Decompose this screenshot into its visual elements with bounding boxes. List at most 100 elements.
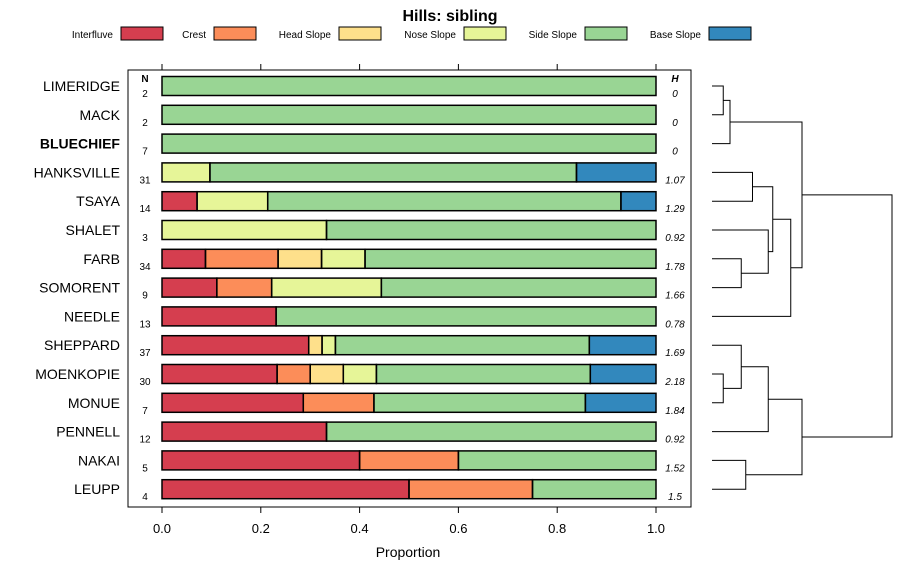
bar-segment-outline <box>325 421 657 442</box>
bar-row: SOMORENT 9 1.66 <box>39 277 685 302</box>
dendrogram <box>712 85 893 490</box>
bar-row: LEUPP 4 1.5 <box>74 478 682 503</box>
x-tick-label: 0.2 <box>252 521 270 536</box>
x-tick-label: 1.0 <box>647 521 665 536</box>
row-label: TSAYA <box>76 193 120 209</box>
row-n-value: 14 <box>139 204 151 215</box>
bar-segment-outline <box>575 162 657 183</box>
bar-row: NAKAI 5 1.52 <box>78 450 685 474</box>
bar-segment <box>310 364 344 384</box>
row-label: NEEDLE <box>64 308 120 324</box>
bar-row: PENNELL 12 0.92 <box>56 421 685 446</box>
x-axis-label: Proportion <box>376 544 441 560</box>
row-h-value: 1.5 <box>668 492 682 503</box>
bar-segment <box>590 364 656 384</box>
bar-segment <box>162 191 198 211</box>
bar-row: LIMERIDGE 2 0 <box>43 75 678 100</box>
bar-segment <box>359 450 459 470</box>
row-h-value: 0 <box>672 147 678 158</box>
chart-title: Hills: sibling <box>402 8 497 25</box>
bar-row: TSAYA 14 1.29 <box>76 190 685 215</box>
bar-segment-outline <box>325 219 657 241</box>
bar-segment <box>322 335 336 355</box>
legend-label: Head Slope <box>279 30 332 41</box>
dendrogram-branch <box>712 171 753 202</box>
row-h-value: 1.84 <box>665 406 685 417</box>
bar-segment <box>162 76 656 96</box>
row-n-value: 13 <box>139 319 151 330</box>
dendrogram-branch <box>802 194 893 438</box>
bar-segment <box>162 393 304 413</box>
bar-segment <box>162 479 409 499</box>
row-n-value: 3 <box>142 233 148 244</box>
dendrogram-branch <box>752 186 774 253</box>
row-h-value: 0 <box>672 118 678 129</box>
x-tick-label: 0.8 <box>548 521 566 536</box>
dendrogram-branch <box>712 344 742 389</box>
bar-segment <box>326 220 656 240</box>
bar-segment <box>162 422 327 442</box>
legend-label: Base Slope <box>650 30 702 41</box>
bar-segment <box>532 479 656 499</box>
bar-segment-outline <box>531 478 657 500</box>
bar-segment <box>162 364 278 384</box>
bar-row: SHEPPARD 37 1.69 <box>44 334 685 359</box>
bar-segment <box>335 335 590 355</box>
row-label: MONUE <box>68 395 120 411</box>
bar-row: NEEDLE 13 0.78 <box>64 306 685 330</box>
dendrogram-branch <box>712 373 724 404</box>
bar-segment <box>162 249 206 269</box>
h-header: H <box>671 74 679 85</box>
bar-segment <box>267 191 621 211</box>
row-label: SHEPPARD <box>44 337 120 353</box>
n-header: N <box>141 74 148 85</box>
dendrogram-branch <box>712 459 747 490</box>
dendrogram-branch <box>712 258 742 289</box>
bar-segment <box>365 249 656 269</box>
bar-segment <box>162 105 656 125</box>
legend-label: Crest <box>182 30 206 41</box>
bar-segment <box>278 249 322 269</box>
row-label: HANKSVILLE <box>34 164 120 180</box>
dendrogram-branch <box>745 398 803 476</box>
bar-row: FARB 34 1.78 <box>83 248 685 273</box>
bar-row: MOENKOPIE 30 2.18 <box>35 363 685 388</box>
bar-segment-outline <box>161 104 657 126</box>
bar-segment <box>162 335 309 355</box>
dendrogram-branch <box>712 85 724 116</box>
bar-segment-outline <box>457 450 657 471</box>
bar-segment-outline <box>161 75 657 97</box>
row-label: FARB <box>83 251 120 267</box>
bar-segment-outline <box>620 190 657 212</box>
row-label: SOMORENT <box>39 280 120 296</box>
row-h-value: 0.92 <box>665 435 685 446</box>
bar-segment <box>343 364 377 384</box>
bar-segment <box>308 335 323 355</box>
legend-swatch <box>584 26 628 41</box>
row-label: MOENKOPIE <box>35 366 120 382</box>
bar-segment <box>276 306 656 326</box>
row-h-value: 1.78 <box>665 262 685 273</box>
row-h-value: 0.78 <box>665 319 685 330</box>
dendrogram-branch <box>712 366 769 433</box>
bar-segment <box>376 364 591 384</box>
row-label: BLUECHIEF <box>40 136 121 152</box>
row-n-value: 30 <box>139 377 151 388</box>
legend-swatch <box>708 26 752 41</box>
bar-segment <box>277 364 311 384</box>
row-n-value: 9 <box>142 291 148 302</box>
bar-segment-outline <box>275 306 657 327</box>
bar-segment <box>576 162 656 182</box>
legend-swatch <box>463 26 507 41</box>
plot-frame <box>127 69 692 508</box>
bar-segment <box>162 278 217 298</box>
row-h-value: 1.69 <box>665 348 685 359</box>
bar-segment-outline <box>161 133 657 154</box>
bar-segment <box>585 393 656 413</box>
row-label: LIMERIDGE <box>43 78 120 94</box>
bar-segment <box>373 393 586 413</box>
legend-label: Interfluve <box>72 30 114 41</box>
legend-label: Nose Slope <box>404 30 456 41</box>
